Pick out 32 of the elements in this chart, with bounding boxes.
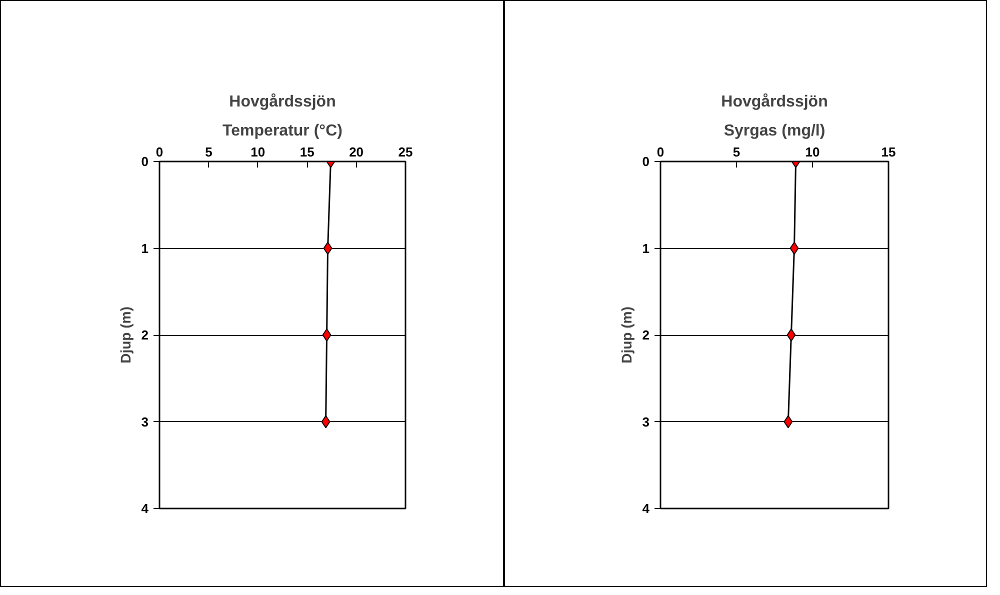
point (322, 328, 332, 342)
x-tick-label: 10 (805, 144, 820, 160)
y-tick-label: 3 (141, 414, 149, 430)
point (321, 415, 330, 428)
x-tick-label: 15 (881, 144, 896, 160)
y-tick-label: 4 (642, 501, 650, 516)
chart-title: Hovgårdssjön (229, 92, 336, 110)
chart-subtitle: Temperatur (°C) (222, 122, 342, 140)
y-tick-label: 2 (642, 328, 650, 342)
y-tick-label: 4 (141, 501, 150, 516)
x-tick-label: 15 (300, 144, 314, 160)
chart-subtitle: Syrgas (mg/l) (724, 122, 826, 140)
y-tick-label: 0 (642, 154, 650, 169)
point (784, 415, 793, 428)
y-tick-label: 1 (141, 240, 149, 256)
y-tick-label: 0 (141, 154, 149, 169)
x-tick-label: 10 (250, 144, 266, 160)
chart-title: Hovgårdssjön (721, 92, 828, 110)
y-axis-title: Djup (m) (117, 306, 134, 364)
point (790, 242, 799, 255)
point (786, 328, 796, 342)
x-tick-label: 5 (205, 144, 212, 160)
point (323, 242, 332, 255)
x-tick-label: 25 (398, 144, 413, 160)
x-tick-label: 0 (156, 144, 164, 160)
x-tick-label: 0 (656, 144, 664, 160)
y-tick-label: 1 (642, 240, 650, 256)
x-tick-label: 20 (349, 144, 364, 160)
x-tick-label: 5 (732, 144, 740, 160)
y-tick-label: 2 (141, 328, 149, 342)
y-tick-label: 3 (642, 414, 650, 430)
y-axis-title: Djup (m) (618, 306, 634, 364)
